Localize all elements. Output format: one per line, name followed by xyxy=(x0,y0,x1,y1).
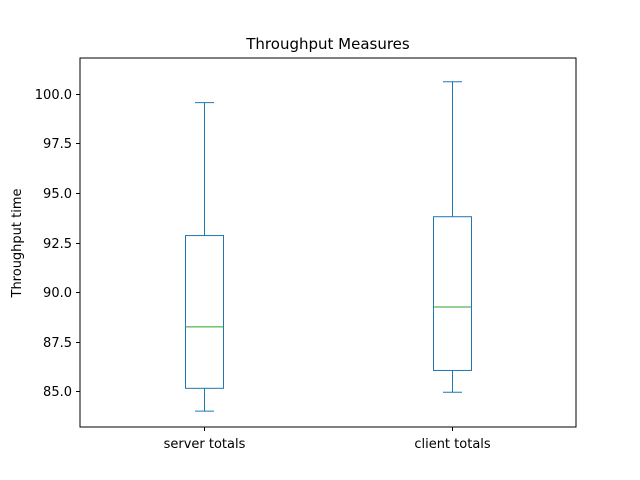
plot-area: 85.0 87.5 90.0 92.5 95.0 97.5 100.0 server tota… xyxy=(35,57,577,452)
y-tick-label: 100.0 xyxy=(35,88,72,103)
y-axis-label: Throughput time xyxy=(10,188,25,298)
y-tick-label: 90.0 xyxy=(43,286,72,301)
y-tick-label: 85.0 xyxy=(43,385,72,400)
y-tick-label: 92.5 xyxy=(43,237,72,252)
x-tick-label-client-totals: client totals xyxy=(414,437,491,452)
chart-title: Throughput Measures xyxy=(245,35,410,53)
y-tick-label: 97.5 xyxy=(43,137,72,152)
box-client-totals xyxy=(433,216,472,371)
y-tick-label: 95.0 xyxy=(43,187,72,202)
y-tick-label: 87.5 xyxy=(43,336,72,351)
axes-frame xyxy=(79,57,577,428)
box-server-totals xyxy=(185,235,224,389)
x-tick-label-server-totals: server totals xyxy=(164,437,246,452)
